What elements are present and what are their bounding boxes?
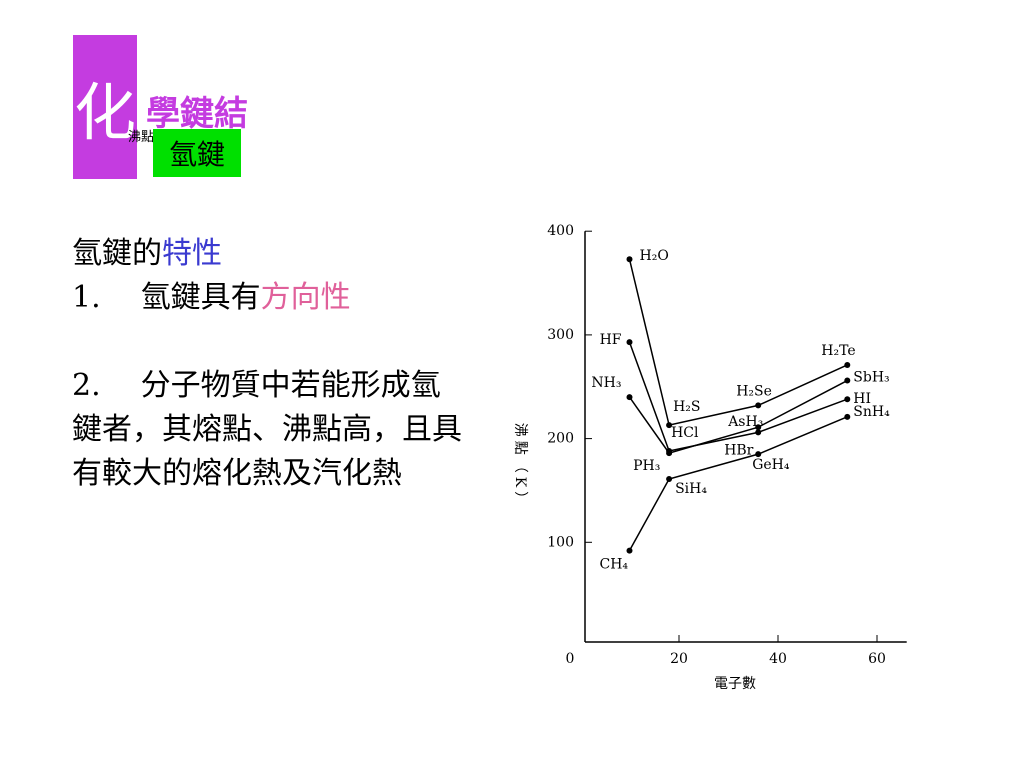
point-label: PH₃: [633, 458, 660, 474]
point-label: NH₃: [591, 375, 621, 391]
point-label: CH₄: [600, 557, 629, 573]
body-text: 氫鍵的特性 1. 氫鍵具有方向性 2. 分子物質中若能形成氫鍵者，其熔點、沸點高，且…: [72, 232, 462, 496]
slide-title: 學鍵結: [146, 94, 248, 134]
point-label: H₂Se: [736, 383, 772, 399]
y-tick-label: 100: [547, 534, 574, 550]
logo: 化: [73, 35, 137, 179]
point-label: SbH₃: [853, 370, 889, 386]
point-2: 2. 分子物質中若能形成氫鍵者，其熔點、沸點高，且具有較大的熔化熱及汽化熱: [72, 364, 462, 496]
point-label: GeH₄: [752, 457, 790, 473]
x-tick-label: 60: [868, 651, 886, 667]
data-point: [844, 377, 851, 384]
point-highlight: 方向性: [260, 280, 351, 315]
point-label: SnH₄: [853, 404, 890, 420]
overlay-text: 沸點: [128, 130, 155, 145]
data-point: [844, 396, 851, 403]
point-label: SiH₄: [675, 481, 707, 497]
data-point: [844, 413, 851, 420]
point-label: H₂Te: [821, 343, 855, 359]
x-tick-label: 20: [670, 651, 688, 667]
heading-highlight: 特性: [162, 236, 222, 271]
data-point: [755, 402, 762, 409]
heading-text: 氫鍵的: [72, 236, 162, 271]
point-label: HBr: [724, 442, 753, 458]
y-tick-label: 400: [547, 223, 574, 239]
series-line: [628, 416, 848, 551]
data-point: [626, 339, 633, 346]
y-axis-label: 沸點（K）: [512, 423, 528, 509]
heading: 氫鍵的特性: [72, 232, 462, 276]
y-tick-label: 300: [547, 327, 574, 343]
point-number: 1.: [72, 280, 101, 315]
data-point: [666, 450, 673, 457]
point-label: HCl: [671, 425, 699, 441]
y-tick-label: 200: [547, 431, 574, 447]
data-point: [626, 394, 633, 401]
data-point: [626, 547, 633, 554]
series-line: [628, 341, 848, 452]
subtitle: 氫鍵: [153, 129, 241, 177]
point-label: HI: [853, 391, 871, 407]
x-tick-label: 40: [769, 651, 787, 667]
data-point: [755, 451, 762, 458]
point-text: 分子物質中若能形成氫鍵者，其熔點、沸點高，且具有較大的熔化熱及汽化熱: [72, 368, 462, 491]
data-point: [666, 476, 673, 483]
x-tick-label: 0: [566, 651, 575, 667]
point-label: H₂S: [673, 399, 700, 415]
point-text: 氫鍵具有: [140, 280, 261, 315]
point-1: 1. 氫鍵具有方向性: [72, 276, 462, 320]
point-label: H₂O: [640, 248, 669, 264]
data-point: [666, 422, 673, 429]
point-number: 2.: [72, 368, 101, 403]
data-point: [626, 256, 633, 263]
data-point: [755, 424, 762, 431]
data-point: [755, 429, 762, 436]
point-label: AsH₃: [727, 414, 763, 430]
data-point: [844, 361, 851, 368]
x-axis-label: 電子數: [714, 676, 756, 692]
series-line: [628, 259, 848, 427]
point-label: HF: [600, 332, 622, 348]
series-line: [628, 379, 848, 454]
